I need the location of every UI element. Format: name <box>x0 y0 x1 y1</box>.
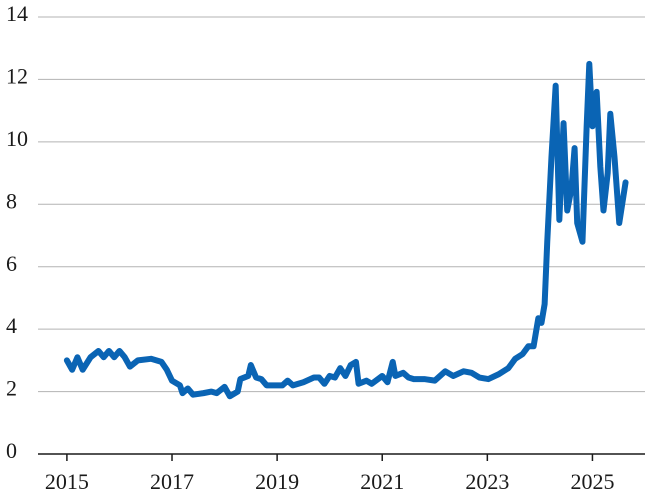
y-tick-label: 0 <box>6 438 17 463</box>
x-tick-label: 2015 <box>45 469 89 494</box>
y-tick-label: 4 <box>6 313 17 338</box>
y-tick-label: 10 <box>6 126 28 151</box>
y-tick-label: 2 <box>6 376 17 401</box>
x-tick-label: 2019 <box>255 469 299 494</box>
line <box>63 60 629 400</box>
x-tick-label: 2017 <box>150 469 194 494</box>
x-tick-label: 2023 <box>465 469 509 494</box>
y-tick-label: 6 <box>6 251 17 276</box>
x-tick-label: 2025 <box>570 469 614 494</box>
x-tick-label: 2021 <box>360 469 404 494</box>
y-tick-label: 12 <box>6 63 28 88</box>
y-tick-label: 14 <box>6 1 28 26</box>
y-tick-label: 8 <box>6 188 17 213</box>
